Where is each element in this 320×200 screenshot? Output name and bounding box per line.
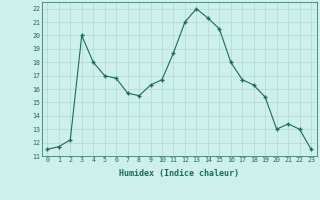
X-axis label: Humidex (Indice chaleur): Humidex (Indice chaleur) (119, 169, 239, 178)
